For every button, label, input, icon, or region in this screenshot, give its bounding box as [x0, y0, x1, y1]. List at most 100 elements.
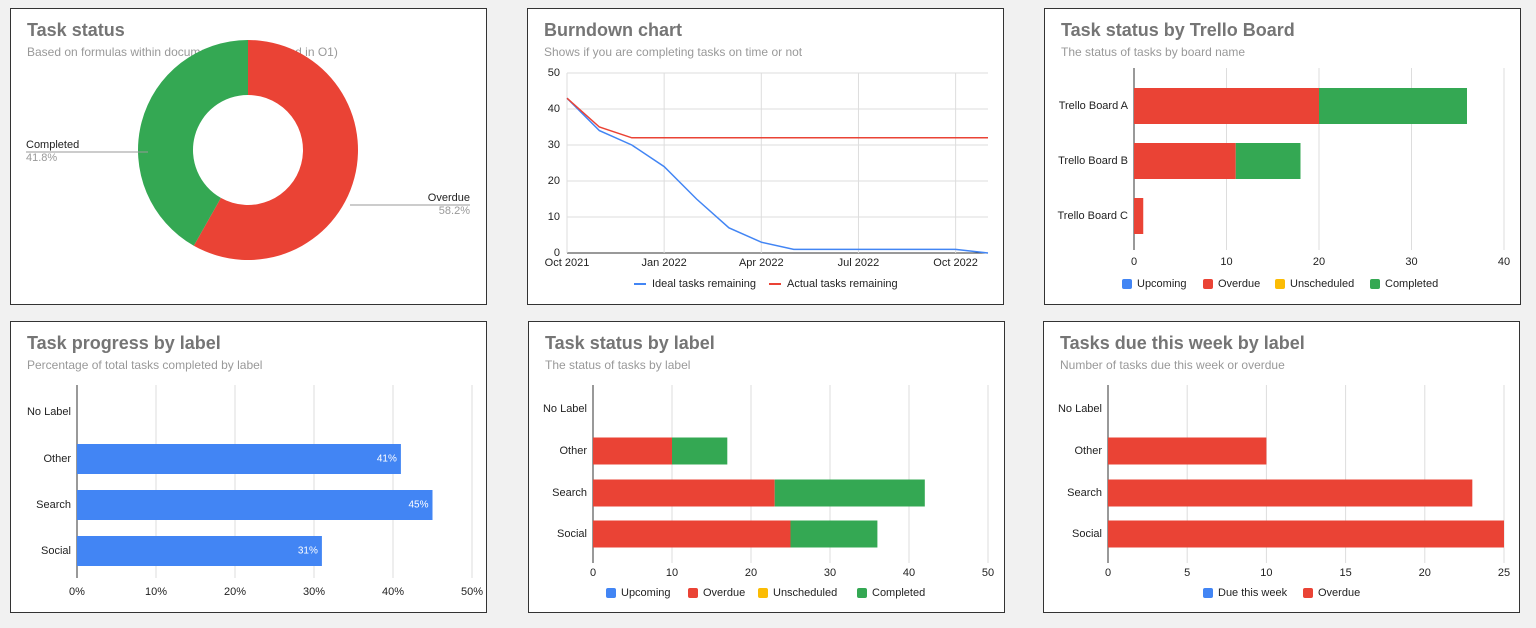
legend-swatch — [857, 588, 867, 598]
y-tick-label: 30 — [548, 139, 560, 151]
bar-segment — [1108, 479, 1473, 507]
y-tick-label: Other — [43, 453, 71, 465]
legend-swatch — [688, 588, 698, 598]
slice-value-label: 58.2% — [439, 205, 470, 217]
y-tick-label: Search — [1067, 487, 1102, 499]
x-tick-label: Oct 2022 — [933, 257, 978, 269]
x-tick-label: 10 — [1260, 567, 1272, 579]
y-tick-label: Other — [1074, 445, 1102, 457]
y-tick-label: 10 — [548, 211, 560, 223]
chart-subtitle: Percentage of total tasks completed by l… — [27, 358, 262, 372]
chart-title: Burndown chart — [544, 20, 682, 40]
chart-subtitle: The status of tasks by label — [545, 358, 690, 372]
data-label: 31% — [298, 546, 318, 557]
chart-title: Tasks due this week by label — [1060, 333, 1305, 353]
bar-segment — [672, 437, 728, 465]
legend-swatch — [758, 588, 768, 598]
legend-label: Unscheduled — [1290, 278, 1354, 290]
x-tick-label: 20% — [224, 586, 246, 598]
x-tick-label: Apr 2022 — [739, 257, 784, 269]
x-tick-label: 20 — [1313, 256, 1325, 268]
y-tick-label: 0 — [554, 247, 560, 259]
chart-title: Task status by Trello Board — [1061, 20, 1295, 40]
bar-segment — [1108, 520, 1504, 548]
legend-label: Unscheduled — [773, 587, 837, 599]
bar-segment — [1108, 437, 1267, 465]
x-tick-label: 30% — [303, 586, 325, 598]
bar — [77, 536, 322, 566]
x-tick-label: 0 — [1105, 567, 1111, 579]
legend-label: Due this week — [1218, 587, 1288, 599]
x-tick-label: 5 — [1184, 567, 1190, 579]
legend-swatch — [1122, 279, 1132, 289]
x-tick-label: 40% — [382, 586, 404, 598]
bar-segment — [593, 437, 672, 465]
legend-label: Overdue — [1218, 278, 1260, 290]
panel-background — [1043, 321, 1520, 613]
x-tick-label: Jul 2022 — [838, 257, 880, 269]
y-tick-label: Trello Board C — [1057, 210, 1128, 222]
series-line — [566, 97, 988, 139]
legend-label: Actual tasks remaining — [787, 278, 898, 290]
pie-slice — [193, 40, 359, 260]
chart-panel: Task status by Trello Board The status of… — [1044, 8, 1521, 305]
chart-panel: Task status by label The status of tasks … — [528, 321, 1005, 613]
panel-background — [528, 321, 1005, 613]
legend-label: Completed — [1385, 278, 1438, 290]
x-tick-label: 0 — [1131, 256, 1137, 268]
pie-slice — [138, 40, 248, 246]
legend-label: Upcoming — [621, 587, 671, 599]
legend-label: Upcoming — [1137, 278, 1187, 290]
x-tick-label: 20 — [1419, 567, 1431, 579]
chart-title: Task status — [27, 20, 125, 40]
bar-segment — [1134, 198, 1144, 234]
x-tick-label: 50 — [982, 567, 994, 579]
x-tick-label: 10 — [1220, 256, 1232, 268]
x-tick-label: 15 — [1339, 567, 1351, 579]
bar-segment — [1134, 143, 1236, 179]
panel-background — [527, 8, 1004, 305]
y-tick-label: No Label — [27, 406, 71, 418]
y-tick-label: Search — [552, 487, 587, 499]
chart-subtitle: Shows if you are completing tasks on tim… — [544, 45, 803, 59]
bar-segment — [790, 520, 878, 548]
x-tick-label: 30 — [824, 567, 836, 579]
x-tick-label: 50% — [461, 586, 483, 598]
bar-segment — [593, 479, 775, 507]
legend-swatch — [1275, 279, 1285, 289]
y-tick-label: 40 — [548, 103, 560, 115]
series-line — [566, 97, 989, 254]
y-tick-label: Search — [36, 499, 71, 511]
y-tick-label: Social — [557, 528, 587, 540]
x-tick-label: 10% — [145, 586, 167, 598]
x-tick-label: Oct 2021 — [545, 257, 590, 269]
bar — [77, 444, 401, 474]
bar-segment — [1134, 88, 1319, 124]
legend-label: Ideal tasks remaining — [652, 278, 756, 290]
y-tick-label: No Label — [543, 403, 587, 415]
bar-segment — [1319, 88, 1467, 124]
bar-segment — [774, 479, 925, 507]
y-tick-label: Social — [41, 545, 71, 557]
data-label: 45% — [408, 500, 428, 511]
y-tick-label: No Label — [1058, 403, 1102, 415]
chart-title: Task progress by label — [27, 333, 221, 353]
x-tick-label: 40 — [903, 567, 915, 579]
y-tick-label: Trello Board A — [1059, 100, 1129, 112]
slice-label: Overdue — [428, 192, 470, 204]
x-tick-label: 20 — [745, 567, 757, 579]
x-tick-label: 10 — [666, 567, 678, 579]
chart-panel: Task progress by label Percentage of tota… — [10, 321, 487, 613]
legend-label: Overdue — [703, 587, 745, 599]
legend-swatch — [1303, 588, 1313, 598]
legend-swatch — [606, 588, 616, 598]
bar-segment — [1235, 143, 1301, 179]
bar — [77, 490, 433, 520]
y-tick-label: Other — [559, 445, 587, 457]
legend-swatch — [1370, 279, 1380, 289]
chart-subtitle: The status of tasks by board name — [1061, 45, 1245, 59]
data-label: 41% — [377, 454, 397, 465]
chart-panel: Tasks due this week by label Number of ta… — [1043, 321, 1520, 613]
